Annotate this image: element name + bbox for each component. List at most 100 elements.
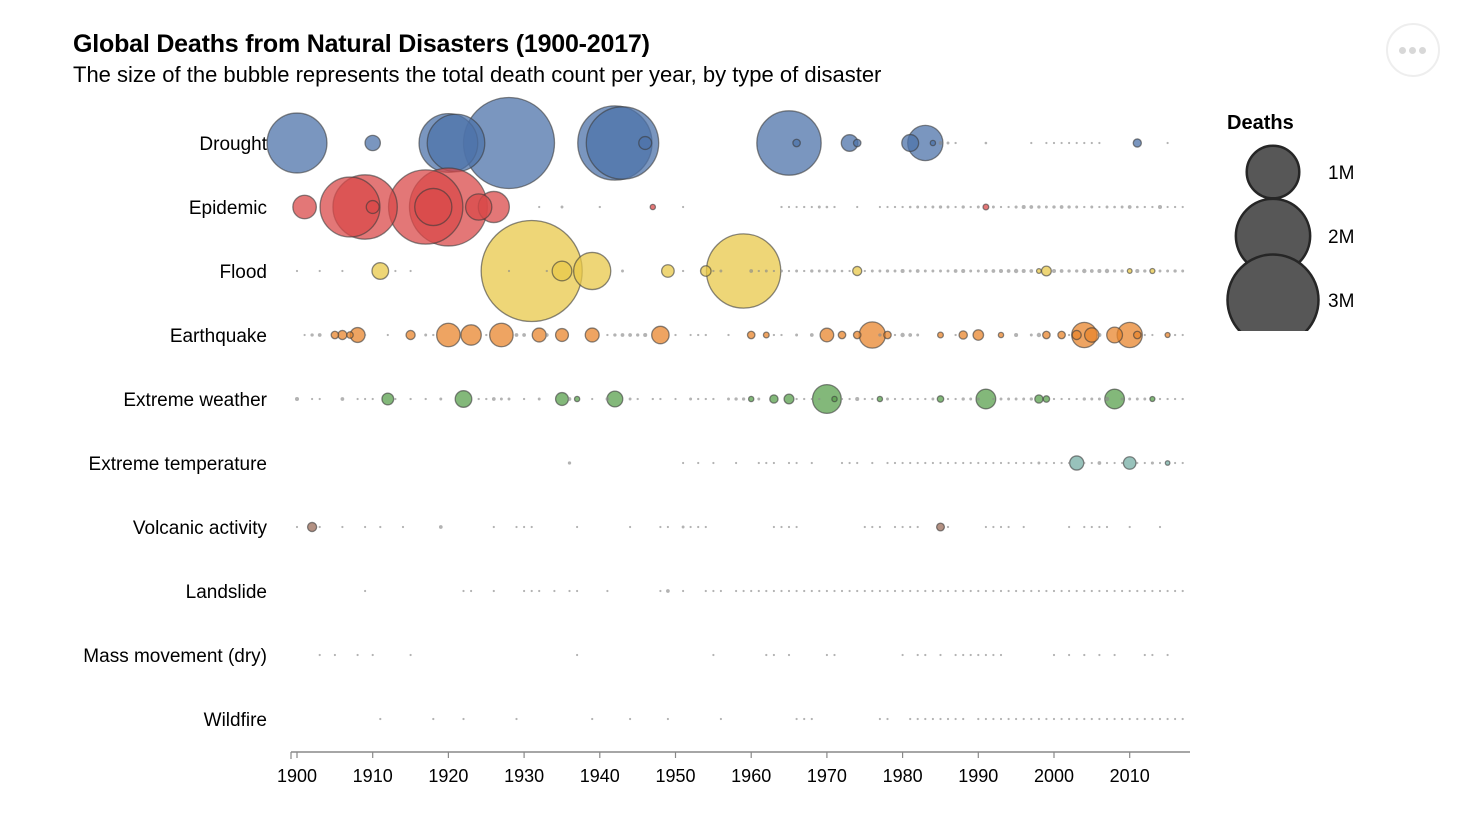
bubble-point[interactable] — [1143, 333, 1146, 337]
bubble-point[interactable] — [984, 589, 988, 593]
bubble-point[interactable] — [1174, 461, 1177, 465]
bubble-point[interactable] — [1082, 397, 1086, 401]
bubble-point[interactable] — [878, 589, 882, 593]
bubble-point[interactable] — [712, 269, 715, 273]
bubble-point[interactable] — [795, 589, 798, 593]
bubble-point[interactable] — [1164, 460, 1171, 466]
bubble-point[interactable] — [371, 262, 390, 280]
bubble-point[interactable] — [704, 333, 707, 337]
bubble-point[interactable] — [735, 589, 738, 593]
bubble-point[interactable] — [1051, 268, 1057, 274]
bubble-point[interactable] — [787, 461, 791, 465]
bubble-point[interactable] — [1128, 525, 1131, 529]
bubble-point[interactable] — [810, 461, 813, 465]
bubble-point[interactable] — [386, 333, 389, 337]
bubble-point[interactable] — [432, 717, 435, 721]
bubble-point[interactable] — [523, 589, 526, 593]
bubble-point[interactable] — [886, 461, 889, 465]
bubble-point[interactable] — [825, 589, 829, 593]
bubble-point[interactable] — [379, 717, 382, 721]
bubble-point[interactable] — [1151, 653, 1154, 657]
bubble-point[interactable] — [1120, 205, 1124, 209]
bubble-point[interactable] — [1052, 589, 1056, 593]
bubble-point[interactable] — [803, 205, 806, 209]
bubble-point[interactable] — [1044, 205, 1048, 209]
bubble-point[interactable] — [946, 205, 950, 209]
bubble-point[interactable] — [1075, 141, 1078, 145]
bubble-point[interactable] — [414, 187, 453, 227]
bubble-point[interactable] — [1121, 717, 1124, 721]
bubble-point[interactable] — [818, 589, 821, 593]
bubble-point[interactable] — [1174, 717, 1177, 721]
bubble-point[interactable] — [1052, 461, 1056, 465]
bubble-point[interactable] — [954, 205, 957, 209]
bubble-point[interactable] — [909, 717, 912, 721]
bubble-point[interactable] — [584, 327, 600, 343]
bubble-point[interactable] — [460, 324, 482, 346]
bubble-point[interactable] — [1075, 205, 1079, 209]
bubble-point[interactable] — [554, 391, 570, 407]
bubble-point[interactable] — [819, 327, 835, 343]
bubble-point[interactable] — [538, 589, 541, 593]
bubble-point[interactable] — [310, 333, 314, 337]
bubble-point[interactable] — [803, 717, 806, 721]
bubble-point[interactable] — [1151, 205, 1154, 209]
bubble-point[interactable] — [1035, 267, 1042, 274]
bubble-point[interactable] — [962, 653, 965, 657]
bubble-point[interactable] — [886, 589, 889, 593]
bubble-point[interactable] — [939, 461, 942, 465]
bubble-point[interactable] — [341, 525, 344, 529]
bubble-point[interactable] — [893, 205, 897, 209]
bubble-point[interactable] — [984, 653, 988, 657]
bubble-point[interactable] — [426, 113, 486, 173]
bubble-point[interactable] — [1166, 397, 1169, 401]
bubble-point[interactable] — [659, 589, 662, 593]
bubble-point[interactable] — [954, 589, 957, 593]
bubble-point[interactable] — [772, 525, 776, 529]
bubble-point[interactable] — [954, 333, 957, 337]
bubble-point[interactable] — [939, 269, 942, 273]
bubble-point[interactable] — [900, 268, 905, 274]
bubble-point[interactable] — [1151, 333, 1154, 337]
bubble-point[interactable] — [1098, 653, 1101, 657]
bubble-point[interactable] — [818, 397, 821, 401]
bubble-point[interactable] — [735, 461, 738, 465]
bubble-point[interactable] — [681, 269, 685, 273]
bubble-point[interactable] — [1083, 461, 1086, 465]
bubble-point[interactable] — [636, 333, 640, 337]
bubble-point[interactable] — [863, 269, 866, 273]
bubble-point[interactable] — [1157, 204, 1163, 210]
bubble-point[interactable] — [1007, 461, 1010, 465]
bubble-point[interactable] — [405, 329, 416, 341]
bubble-point[interactable] — [567, 397, 572, 401]
bubble-point[interactable] — [454, 390, 473, 408]
bubble-point[interactable] — [852, 265, 863, 277]
bubble-point[interactable] — [916, 525, 919, 529]
bubble-point[interactable] — [769, 394, 779, 404]
bubble-point[interactable] — [553, 589, 556, 593]
bubble-point[interactable] — [554, 327, 570, 343]
bubble-point[interactable] — [719, 269, 723, 273]
bubble-point[interactable] — [856, 461, 859, 465]
bubble-point[interactable] — [365, 199, 380, 215]
bubble-point[interactable] — [1104, 268, 1110, 274]
bubble-point[interactable] — [946, 717, 950, 721]
bubble-point[interactable] — [795, 269, 799, 273]
bubble-point[interactable] — [909, 397, 912, 401]
bubble-point[interactable] — [303, 333, 306, 337]
bubble-point[interactable] — [1181, 717, 1184, 721]
bubble-point[interactable] — [1150, 461, 1154, 465]
bubble-point[interactable] — [462, 589, 465, 593]
bubble-point[interactable] — [409, 397, 412, 401]
bubble-point[interactable] — [803, 269, 806, 273]
bubble-point[interactable] — [954, 141, 957, 145]
bubble-point[interactable] — [878, 525, 882, 529]
bubble-point[interactable] — [1042, 330, 1051, 340]
bubble-point[interactable] — [1181, 269, 1185, 273]
bubble-point[interactable] — [1007, 525, 1010, 529]
bubble-point[interactable] — [1029, 205, 1034, 209]
bubble-point[interactable] — [833, 269, 836, 273]
bubble-point[interactable] — [1075, 717, 1078, 721]
bubble-point[interactable] — [991, 205, 995, 209]
bubble-point[interactable] — [311, 397, 314, 401]
